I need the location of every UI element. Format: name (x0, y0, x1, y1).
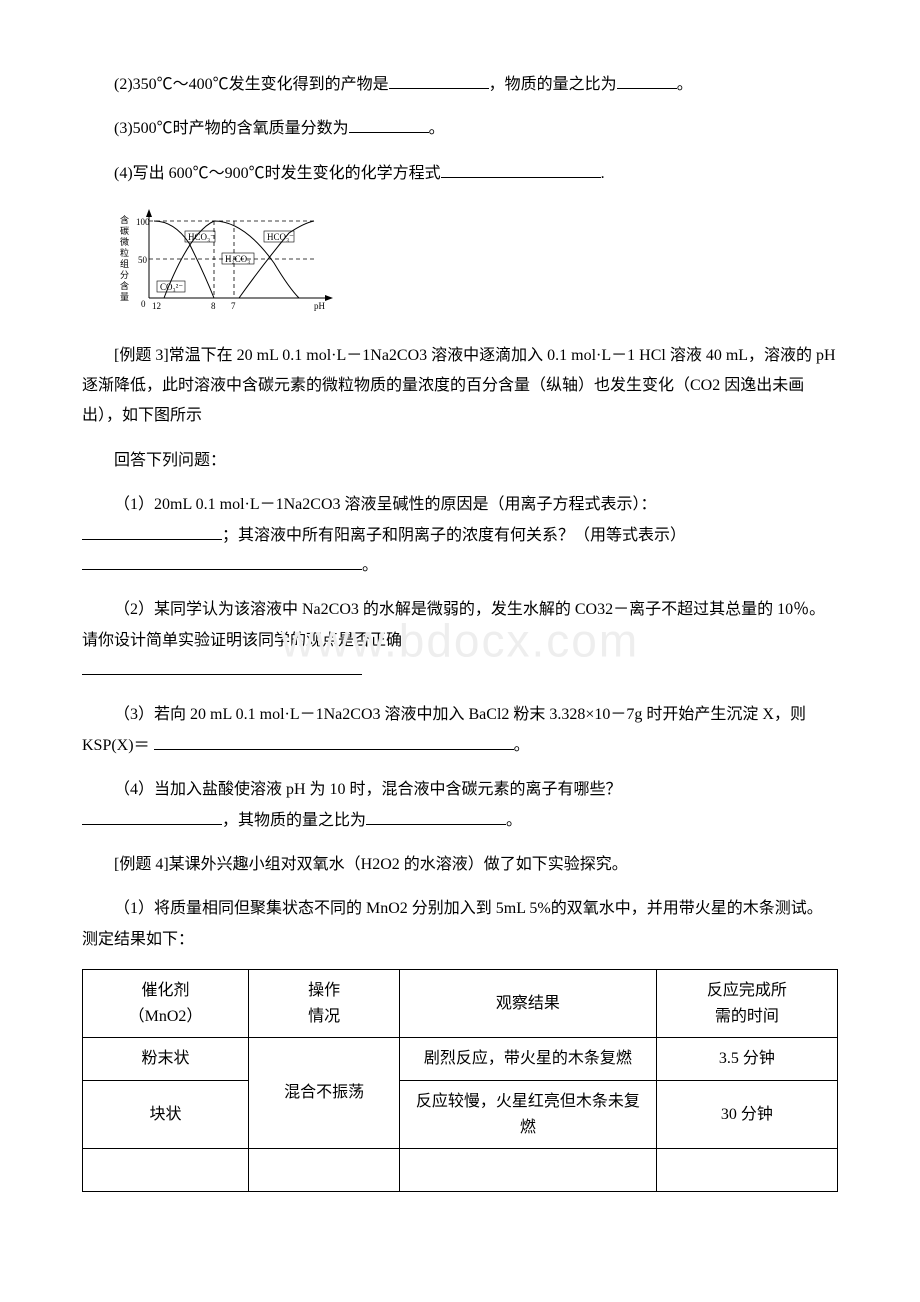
svg-text:碳: 碳 (120, 225, 129, 236)
th-catalyst-b: （MnO2） (129, 1008, 203, 1025)
cell-empty-1 (83, 1149, 249, 1192)
ex3-q4-line2: ，其物质的量之比为 。 (82, 806, 838, 836)
ex3-q3: （3）若向 20 mL 0.1 mol·L－1Na2CO3 溶液中加入 BaCl… (82, 700, 838, 761)
q4-prefix: (4)写出 600℃～900℃时发生变化的化学方程式 (114, 165, 441, 182)
question-3: (3)500℃时产物的含氧质量分数为 。 (82, 114, 838, 144)
svg-text:分: 分 (120, 270, 129, 280)
th-time-b: 需的时间 (715, 1008, 779, 1025)
ex3-q2-blankline (82, 656, 838, 686)
cell-empty-3 (400, 1149, 657, 1192)
ex3-q1-blank2 (82, 553, 362, 570)
th-catalyst: 催化剂 （MnO2） (83, 970, 249, 1038)
table-row: 粉末状 混合不振荡 剧烈反应，带火星的木条复燃 3.5 分钟 (83, 1038, 838, 1081)
q2-blank-1 (389, 72, 489, 89)
cell-cat-powder: 粉末状 (83, 1038, 249, 1081)
q3-tail: 。 (429, 120, 445, 137)
ex4-q1: （1）将质量相同但聚集状态不同的 MnO2 分别加入到 5mL 5%的双氧水中，… (82, 894, 838, 955)
chart-y-arrow (146, 209, 152, 217)
ex3-q4b: ，其物质的量之比为 (222, 812, 366, 829)
svg-text:含: 含 (120, 280, 129, 291)
example-3-lead: [例题 3]常温下在 20 mL 0.1 mol·L－1Na2CO3 溶液中逐滴… (82, 341, 838, 432)
th-time-a: 反应完成所 (707, 982, 787, 999)
q2-blank-2 (617, 72, 677, 89)
chart-ytick-50: 50 (138, 255, 148, 265)
q3-prefix: (3)500℃时产物的含氧质量分数为 (114, 120, 349, 137)
ex3-q2-blank (82, 658, 362, 675)
cell-op-merged: 混合不振荡 (249, 1038, 400, 1149)
ex3-q1-blank1 (82, 523, 222, 540)
cell-obs-2: 反应较慢，火星红亮但木条未复燃 (400, 1080, 657, 1148)
label-co3: CO₃²⁻ (160, 282, 183, 292)
ex3-q1a: （1）20mL 0.1 mol·L－1Na2CO3 溶液呈碱性的原因是（用离子方… (114, 496, 657, 513)
question-4: (4)写出 600℃～900℃时发生变化的化学方程式. (82, 159, 838, 189)
answer-prompt: 回答下列问题： (82, 446, 838, 476)
ex3-q4c: 。 (506, 812, 522, 829)
chart-ytick-100: 100 (136, 217, 150, 227)
chart-x-arrow (325, 295, 333, 301)
svg-text:粒: 粒 (120, 247, 129, 258)
cell-time-1: 3.5 分钟 (656, 1038, 837, 1081)
th-catalyst-a: 催化剂 (142, 982, 190, 999)
cell-empty-2 (249, 1149, 400, 1192)
ex3-q3b: 。 (514, 737, 530, 754)
label-h2co3: H₂CO₃ (225, 254, 250, 264)
table-row-empty (83, 1149, 838, 1192)
q3-blank (349, 116, 429, 133)
chart-y-label: 含碳微粒 组分含量 (120, 214, 129, 302)
q2-mid: ，物质的量之比为 (489, 76, 617, 93)
q4-tail: . (601, 165, 605, 182)
ex3-q1-line2: ；其溶液中所有阳离子和阴离子的浓度有何关系？（用等式表示） (82, 521, 838, 551)
ex3-q1b: ；其溶液中所有阳离子和阴离子的浓度有何关系？（用等式表示） (222, 527, 686, 544)
ex3-q1-line3: 。 (82, 551, 838, 581)
species-distribution-chart: 含碳微粒 组分含量 100 50 0 HCO₃⁻ HCO₃⁻ H (114, 203, 838, 324)
cell-empty-4 (656, 1149, 837, 1192)
ex3-q1c: 。 (362, 557, 378, 574)
th-time: 反应完成所 需的时间 (656, 970, 837, 1038)
watermark-wrap: www.bdocx.com （2）某同学认为该溶液中 Na2CO3 的水解是微弱… (82, 595, 838, 686)
ex3-q4-blank1 (82, 808, 222, 825)
ex3-q3-blank (154, 733, 514, 750)
q4-blank (441, 161, 601, 178)
q2-prefix: (2)350℃～400℃发生变化得到的产物是 (114, 76, 389, 93)
chart-xtick-ph: pH (314, 301, 326, 311)
chart-xtick-8: 8 (211, 301, 216, 311)
chart-svg: 含碳微粒 组分含量 100 50 0 HCO₃⁻ HCO₃⁻ H (114, 203, 344, 313)
experiment-table: 催化剂 （MnO2） 操作 情况 观察结果 反应完成所 需的时间 粉末状 混合不… (82, 969, 838, 1192)
ex3-q2-text: （2）某同学认为该溶液中 Na2CO3 的水解是微弱的，发生水解的 CO32－离… (82, 595, 838, 656)
ex3-q4a: （4）当加入盐酸使溶液 pH 为 10 时，混合液中含碳元素的离子有哪些？ (114, 781, 622, 798)
cell-cat-block: 块状 (83, 1080, 249, 1148)
label-hco3-left: HCO₃⁻ (188, 232, 215, 242)
chart-ytick-0: 0 (141, 299, 146, 309)
svg-text:微: 微 (120, 236, 129, 247)
chart-xtick-7: 7 (231, 301, 236, 311)
ex3-q1-line1: （1）20mL 0.1 mol·L－1Na2CO3 溶液呈碱性的原因是（用离子方… (82, 490, 838, 520)
th-op-b: 情况 (308, 1008, 340, 1025)
chart-labels: HCO₃⁻ HCO₃⁻ H₂CO₃ CO₃²⁻ (157, 231, 294, 292)
example-4-lead: [例题 4]某课外兴趣小组对双氧水（H2O2 的水溶液）做了如下实验探究。 (82, 850, 838, 880)
th-observation: 观察结果 (400, 970, 657, 1038)
th-op-a: 操作 (308, 982, 340, 999)
question-2: (2)350℃～400℃发生变化得到的产物是 ，物质的量之比为 。 (82, 70, 838, 100)
cell-time-2: 30 分钟 (656, 1080, 837, 1148)
ex3-q4-line1: （4）当加入盐酸使溶液 pH 为 10 时，混合液中含碳元素的离子有哪些？ (82, 775, 838, 805)
svg-text:组: 组 (120, 258, 129, 269)
table-row: 块状 反应较慢，火星红亮但木条未复燃 30 分钟 (83, 1080, 838, 1148)
svg-text:量: 量 (120, 292, 129, 302)
svg-text:含: 含 (120, 214, 129, 225)
table-header-row: 催化剂 （MnO2） 操作 情况 观察结果 反应完成所 需的时间 (83, 970, 838, 1038)
cell-obs-1: 剧烈反应，带火星的木条复燃 (400, 1038, 657, 1081)
label-hco3-right: HCO₃⁻ (267, 232, 294, 242)
q2-tail: 。 (677, 76, 693, 93)
ex3-q4-blank2 (366, 808, 506, 825)
chart-xtick-12: 12 (152, 301, 161, 311)
th-operation: 操作 情况 (249, 970, 400, 1038)
